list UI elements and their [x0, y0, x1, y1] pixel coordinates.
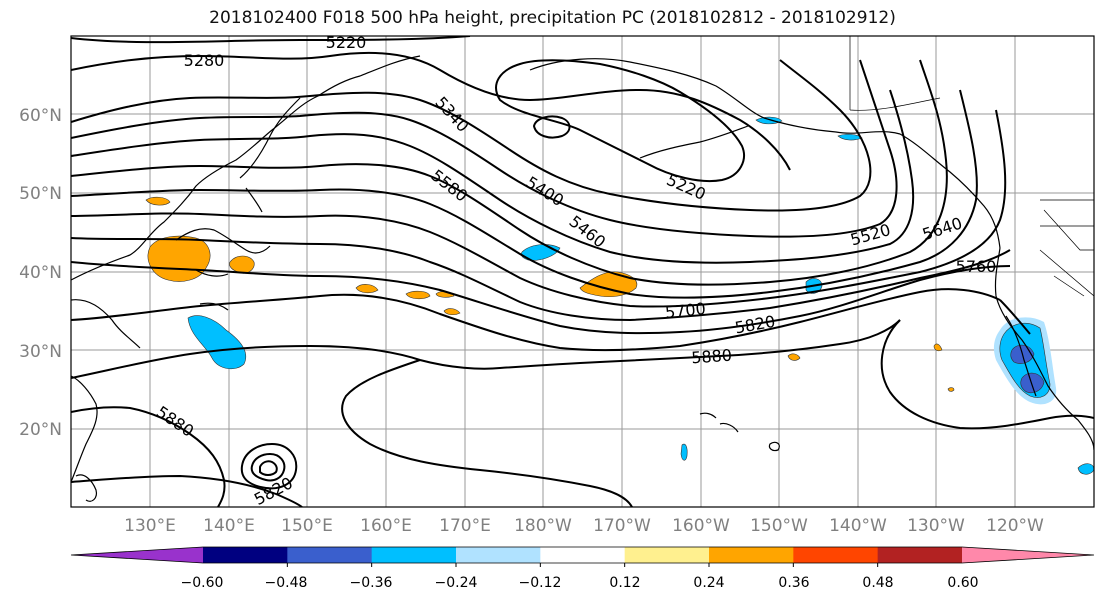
lon-label: 150°W: [750, 516, 808, 536]
colorbar-segment: [371, 547, 457, 563]
political-boundaries: [849, 36, 1094, 297]
lat-label: 20°N: [19, 420, 62, 440]
contour-label: 5280: [184, 51, 225, 70]
lon-label: 170°W: [593, 516, 651, 536]
colorbar-segment: [709, 547, 794, 563]
latitude-labels: 60°N 50°N 40°N 30°N 20°N: [19, 106, 62, 440]
colorbar-segment: [456, 547, 541, 563]
precip-south-japan-negative: [187, 315, 246, 370]
longitude-labels: 130°E 140°E 150°E 160°E 170°E 180°W 170°…: [124, 516, 1044, 536]
lon-label: 130°W: [907, 516, 965, 536]
lon-label: 130°E: [124, 516, 176, 536]
precip-japan-positive-2: [229, 255, 255, 274]
contour-5820: [71, 288, 1001, 352]
colorbar-outline: [70, 546, 1095, 564]
colorbar-tick-label: −0.24: [435, 575, 478, 591]
colorbar-tick-label: 0.12: [609, 575, 640, 591]
colorbar-segment: [624, 547, 710, 563]
lat-label: 40°N: [19, 263, 62, 283]
precip-frontal-positive: [579, 271, 638, 298]
contour-low-inner: [259, 460, 278, 476]
coast-baja: [1005, 315, 1037, 397]
contour-low-mid: [250, 452, 286, 482]
precip-japan-positive: [147, 235, 211, 282]
coast-hawaii: [699, 412, 780, 452]
colorbar-extend-max: [962, 547, 1094, 563]
lat-label: 30°N: [19, 342, 62, 362]
colorbar: [70, 546, 1095, 567]
colorbar-tick-label: 0.48: [862, 575, 893, 591]
lon-label: 160°W: [672, 516, 730, 536]
contour-5220-small: [532, 115, 571, 139]
figure-title: 2018102400 F018 500 hPa height, precipit…: [209, 8, 896, 28]
lon-label: 160°E: [360, 516, 412, 536]
precip-midpac-positive-4: [443, 308, 461, 316]
colorbar-segment: [540, 547, 626, 563]
precip-dot-positive: [947, 387, 955, 392]
precip-hawaii-positive: [787, 353, 801, 361]
colorbar-tick-label: −0.12: [519, 575, 562, 591]
contour-5460: [71, 89, 915, 264]
contour-5880-subtropical: [341, 319, 1094, 507]
colorbar-extend-min: [71, 547, 203, 563]
lon-label: 180°W: [514, 516, 572, 536]
coast-na-west: [994, 247, 1094, 451]
colorbar-labels: −0.60 −0.48 −0.36 −0.24 −0.12 0.12 0.24 …: [181, 575, 979, 591]
precip-hawaii-negative: [680, 443, 688, 461]
contour-5880-sw: [71, 406, 226, 507]
precip-mexico-strong-negative-2: [1020, 372, 1045, 394]
contour-5520: [71, 59, 948, 286]
contour-label: 5220: [326, 33, 367, 52]
contour-low-outer: [240, 442, 298, 490]
colorbar-segment: [793, 547, 879, 563]
colorbar-tick-label: −0.60: [181, 575, 224, 591]
contour-label: 5700: [664, 299, 706, 322]
colorbar-tick-label: −0.36: [350, 575, 393, 591]
contour-se-corner: [999, 299, 1031, 335]
contour-5280: [71, 52, 791, 171]
contour-5400: [71, 59, 898, 238]
lat-label: 50°N: [19, 184, 62, 204]
contour-5220-west: [71, 36, 471, 44]
colorbar-tick-label: −0.48: [265, 575, 308, 591]
precip-midpac-positive-1: [355, 284, 379, 294]
lon-label: 140°W: [829, 516, 887, 536]
colorbar-segment: [287, 547, 373, 563]
height-contours: [71, 36, 1094, 507]
lat-label: 60°N: [19, 106, 62, 126]
colorbar-segment: [203, 547, 288, 563]
colorbar-tick-label: 0.24: [693, 575, 724, 591]
contour-label: 5880: [691, 346, 733, 368]
coast-asia-mainland: [71, 55, 421, 483]
contour-5760: [71, 261, 1011, 335]
lon-label: 140°E: [203, 516, 255, 536]
contour-5340: [71, 59, 872, 212]
contour-5700: [71, 237, 1011, 322]
colorbar-segment: [877, 547, 963, 563]
coast-philippines: [75, 474, 97, 502]
border-alaska-canada: [849, 36, 1094, 297]
contour-5880-main: [71, 319, 901, 379]
precip-hokkaido-positive: [145, 196, 171, 206]
coast-aleutians: [639, 125, 749, 159]
precip-small-positive: [933, 343, 943, 352]
contour-5820-sw: [71, 474, 303, 507]
lon-label: 170°E: [439, 516, 491, 536]
lon-label: 120°W: [986, 516, 1044, 536]
contour-label: 5760: [956, 257, 997, 276]
precip-edge-negative: [1077, 463, 1094, 475]
coast-alaska: [529, 58, 1001, 249]
contour-5640: [71, 109, 1007, 308]
precip-midpac-positive-2: [405, 290, 431, 300]
lon-label: 150°E: [281, 516, 333, 536]
contour-5580: [71, 89, 978, 299]
colorbar-tick-label: 0.60: [947, 575, 978, 591]
map-frame: [70, 35, 1095, 508]
colorbar-tick-label: 0.36: [778, 575, 809, 591]
contour-5220-east: [495, 59, 745, 182]
